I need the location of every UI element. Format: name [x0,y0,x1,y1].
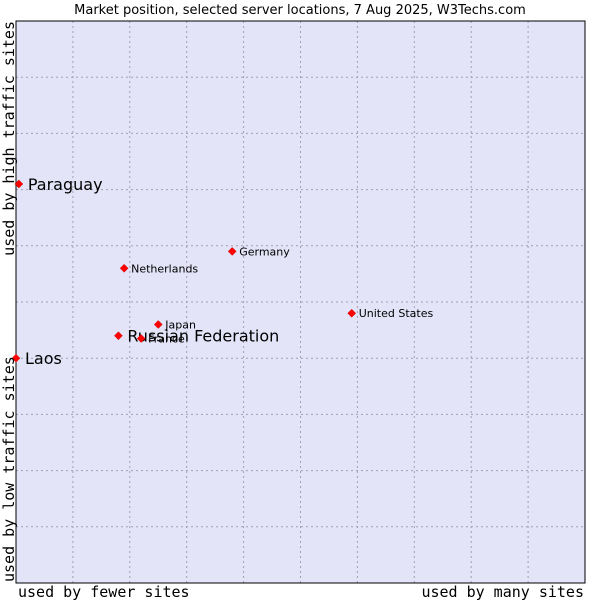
marker-laos [11,353,21,363]
data-points: Paraguay Laos Russian Federation Germany Net… [11,175,434,368]
x-axis-label-fewer: used by fewer sites [18,583,190,600]
marker-netherlands [119,263,129,273]
plot-border [15,20,586,584]
label-france: France [148,333,185,346]
label-germany: Germany [239,245,290,258]
marker-russian-federation [114,331,123,341]
marker-paraguay [14,179,24,189]
label-russian-federation: Russian Federation [127,327,279,346]
x-axis-label-many: used by many sites [421,583,584,600]
label-netherlands: Netherlands [131,262,198,275]
label-paraguay: Paraguay [28,175,103,194]
plot-area: Paraguay Laos Russian Federation Germany Net… [11,20,586,584]
marker-france [136,334,146,343]
y-axis-label-low-traffic: used by low traffic sites [0,356,18,582]
grid-lines [16,21,585,583]
label-japan: Japan [164,318,196,331]
y-axis-label-high-traffic: used by high traffic sites [0,21,18,256]
label-laos: Laos [25,349,62,368]
chart-title: Market position, selected server locatio… [74,3,526,18]
marker-germany [227,247,237,256]
label-united-states: United States [359,307,434,320]
marker-japan [153,320,163,329]
marker-united-states [347,308,357,318]
